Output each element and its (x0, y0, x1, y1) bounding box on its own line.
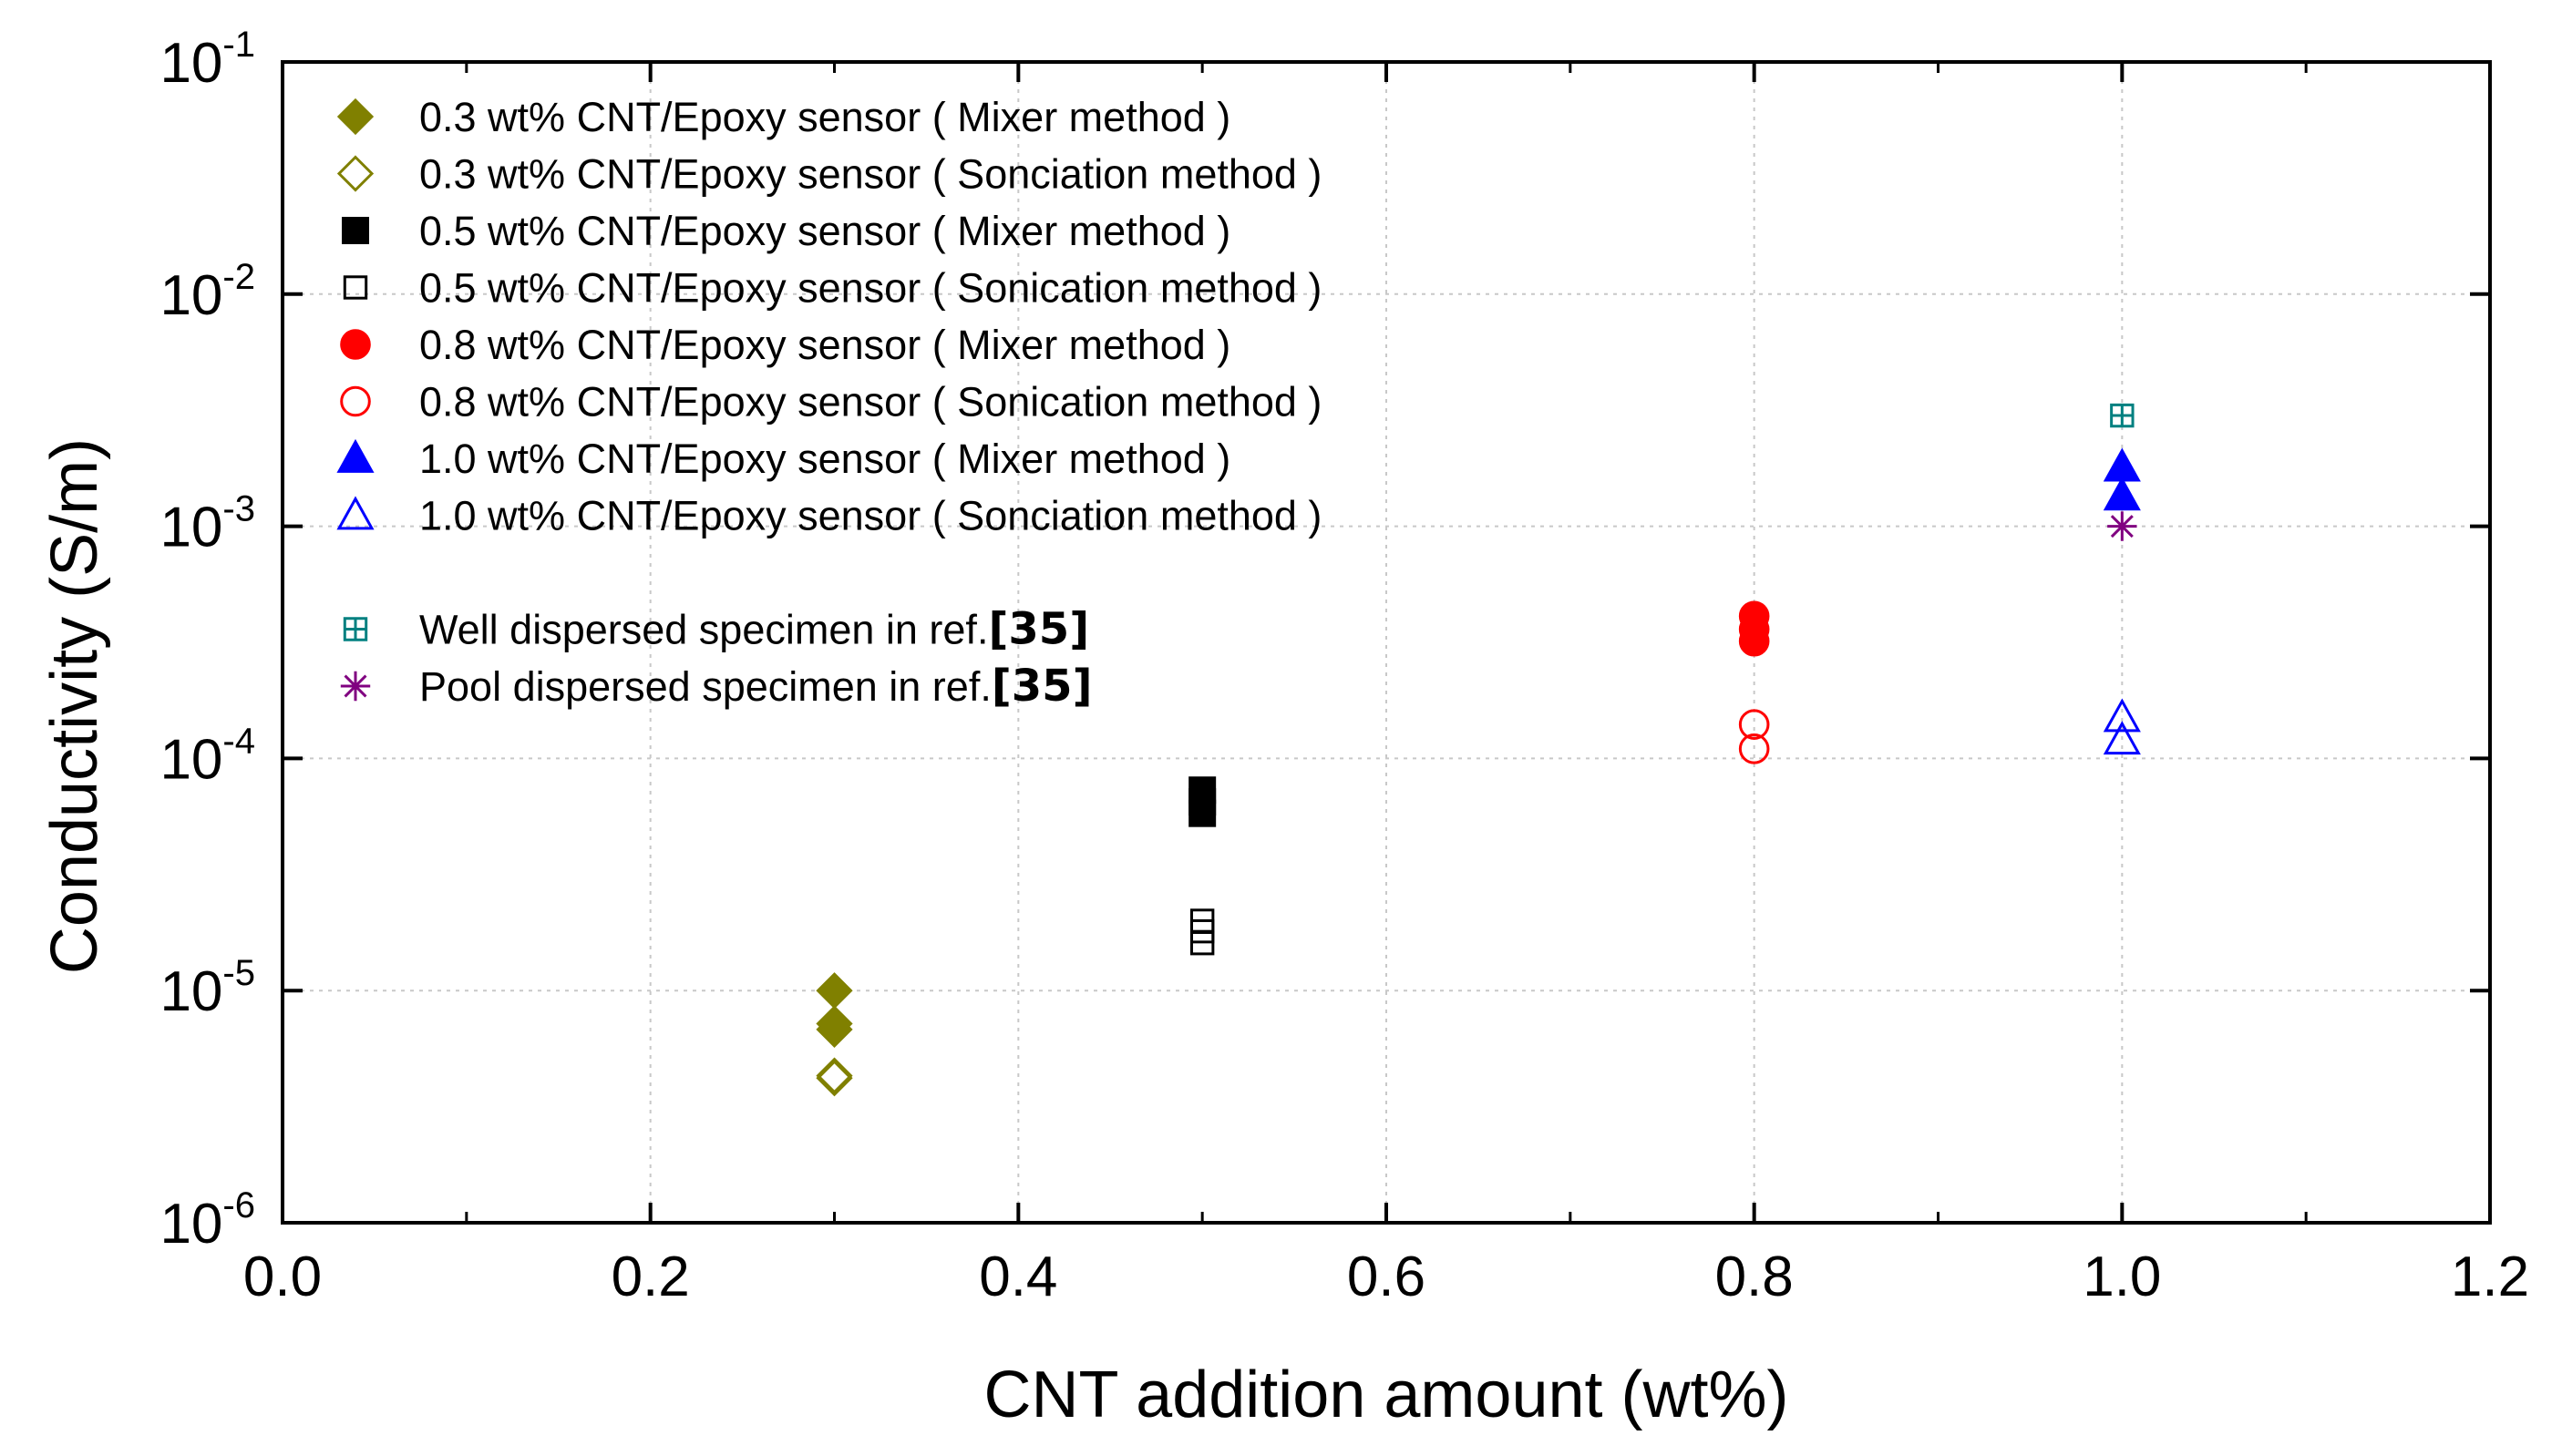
x-tick-label: 0.2 (612, 1246, 690, 1308)
y-tick-label: 10-2 (159, 257, 255, 327)
x-tick-label: 1.2 (2451, 1246, 2529, 1308)
y-tick-label: 10-3 (159, 489, 255, 559)
x-tick-label: 0.4 (979, 1246, 1057, 1308)
legend-label-7: 1.0 wt% CNT/Epoxy sensor ( Mixer method … (419, 436, 1230, 482)
legend-label-4: 0.5 wt% CNT/Epoxy sensor ( Sonication me… (419, 265, 1322, 312)
data-point-s2 (816, 1060, 853, 1097)
x-tick-labels: 0.0 0.2 0.4 0.6 0.8 1.0 1.2 (243, 1246, 2529, 1308)
legend-label-5: 0.8 wt% CNT/Epoxy sensor ( Mixer method … (419, 322, 1230, 368)
y-tick-labels: 10-1 10-2 10-3 10-4 10-5 10-6 (159, 25, 255, 1256)
legend-marker-9 (343, 617, 368, 641)
y-tick-label: 10-6 (159, 1185, 255, 1256)
data-point-s7 (2103, 447, 2141, 482)
legend-marker-1 (336, 97, 375, 136)
data-point-s7 (2103, 477, 2141, 511)
legend-label-3: 0.5 wt% CNT/Epoxy sensor ( Mixer method … (419, 208, 1230, 254)
legend-label-9: Well dispersed specimen in ref.[35] (419, 604, 1089, 655)
data-point-s1 (816, 972, 853, 1010)
legend-marker-5 (340, 329, 371, 360)
legend: 0.3 wt% CNT/Epoxy sensor ( Mixer method … (336, 94, 1322, 712)
grid-lines (283, 62, 2490, 1223)
legend-label-10: Pool dispersed specimen in ref.[35] (419, 661, 1093, 712)
data-point-s1 (816, 1010, 853, 1048)
data-point-s2 (816, 1057, 853, 1094)
legend-marker-4 (343, 275, 368, 300)
data-point-s6 (1738, 733, 1770, 764)
data-point-s8 (2103, 698, 2141, 733)
legend-marker-7 (336, 438, 375, 473)
legend-marker-2 (336, 155, 375, 192)
legend-marker-8 (336, 496, 375, 530)
data-point-s6 (1738, 709, 1770, 740)
x-tick-label: 0.8 (1715, 1246, 1794, 1308)
data-points (816, 403, 2141, 1097)
legend-marker-3 (342, 217, 369, 244)
plot-frame (281, 60, 2492, 1225)
y-tick-label: 10-4 (159, 721, 255, 791)
y-axis-title: Conductivity (S/m) (38, 438, 111, 974)
data-point-s4 (1189, 930, 1215, 956)
x-tick-label: 1.0 (2083, 1246, 2161, 1308)
x-axis-title: CNT addition amount (wt%) (983, 1359, 1788, 1431)
y-tick-label: 10-5 (159, 953, 255, 1023)
x-tick-label: 0.6 (1347, 1246, 1425, 1308)
legend-label-8: 1.0 wt% CNT/Epoxy sensor ( Sonciation me… (419, 493, 1322, 539)
data-point-s5 (1738, 625, 1770, 657)
legend-marker-6 (340, 385, 371, 417)
legend-marker-10 (340, 671, 371, 702)
y-tick-label: 10-1 (159, 25, 255, 95)
legend-label-1: 0.3 wt% CNT/Epoxy sensor ( Mixer method … (419, 94, 1230, 140)
data-point-s9 (2110, 403, 2135, 428)
x-tick-label: 0.0 (243, 1246, 322, 1308)
data-point-s8 (2103, 721, 2141, 755)
data-point-s3 (1188, 799, 1217, 827)
legend-label-6: 0.8 wt% CNT/Epoxy sensor ( Sonication me… (419, 379, 1322, 426)
data-point-s10 (2107, 511, 2137, 541)
legend-label-2: 0.3 wt% CNT/Epoxy sensor ( Sonciation me… (419, 151, 1322, 198)
